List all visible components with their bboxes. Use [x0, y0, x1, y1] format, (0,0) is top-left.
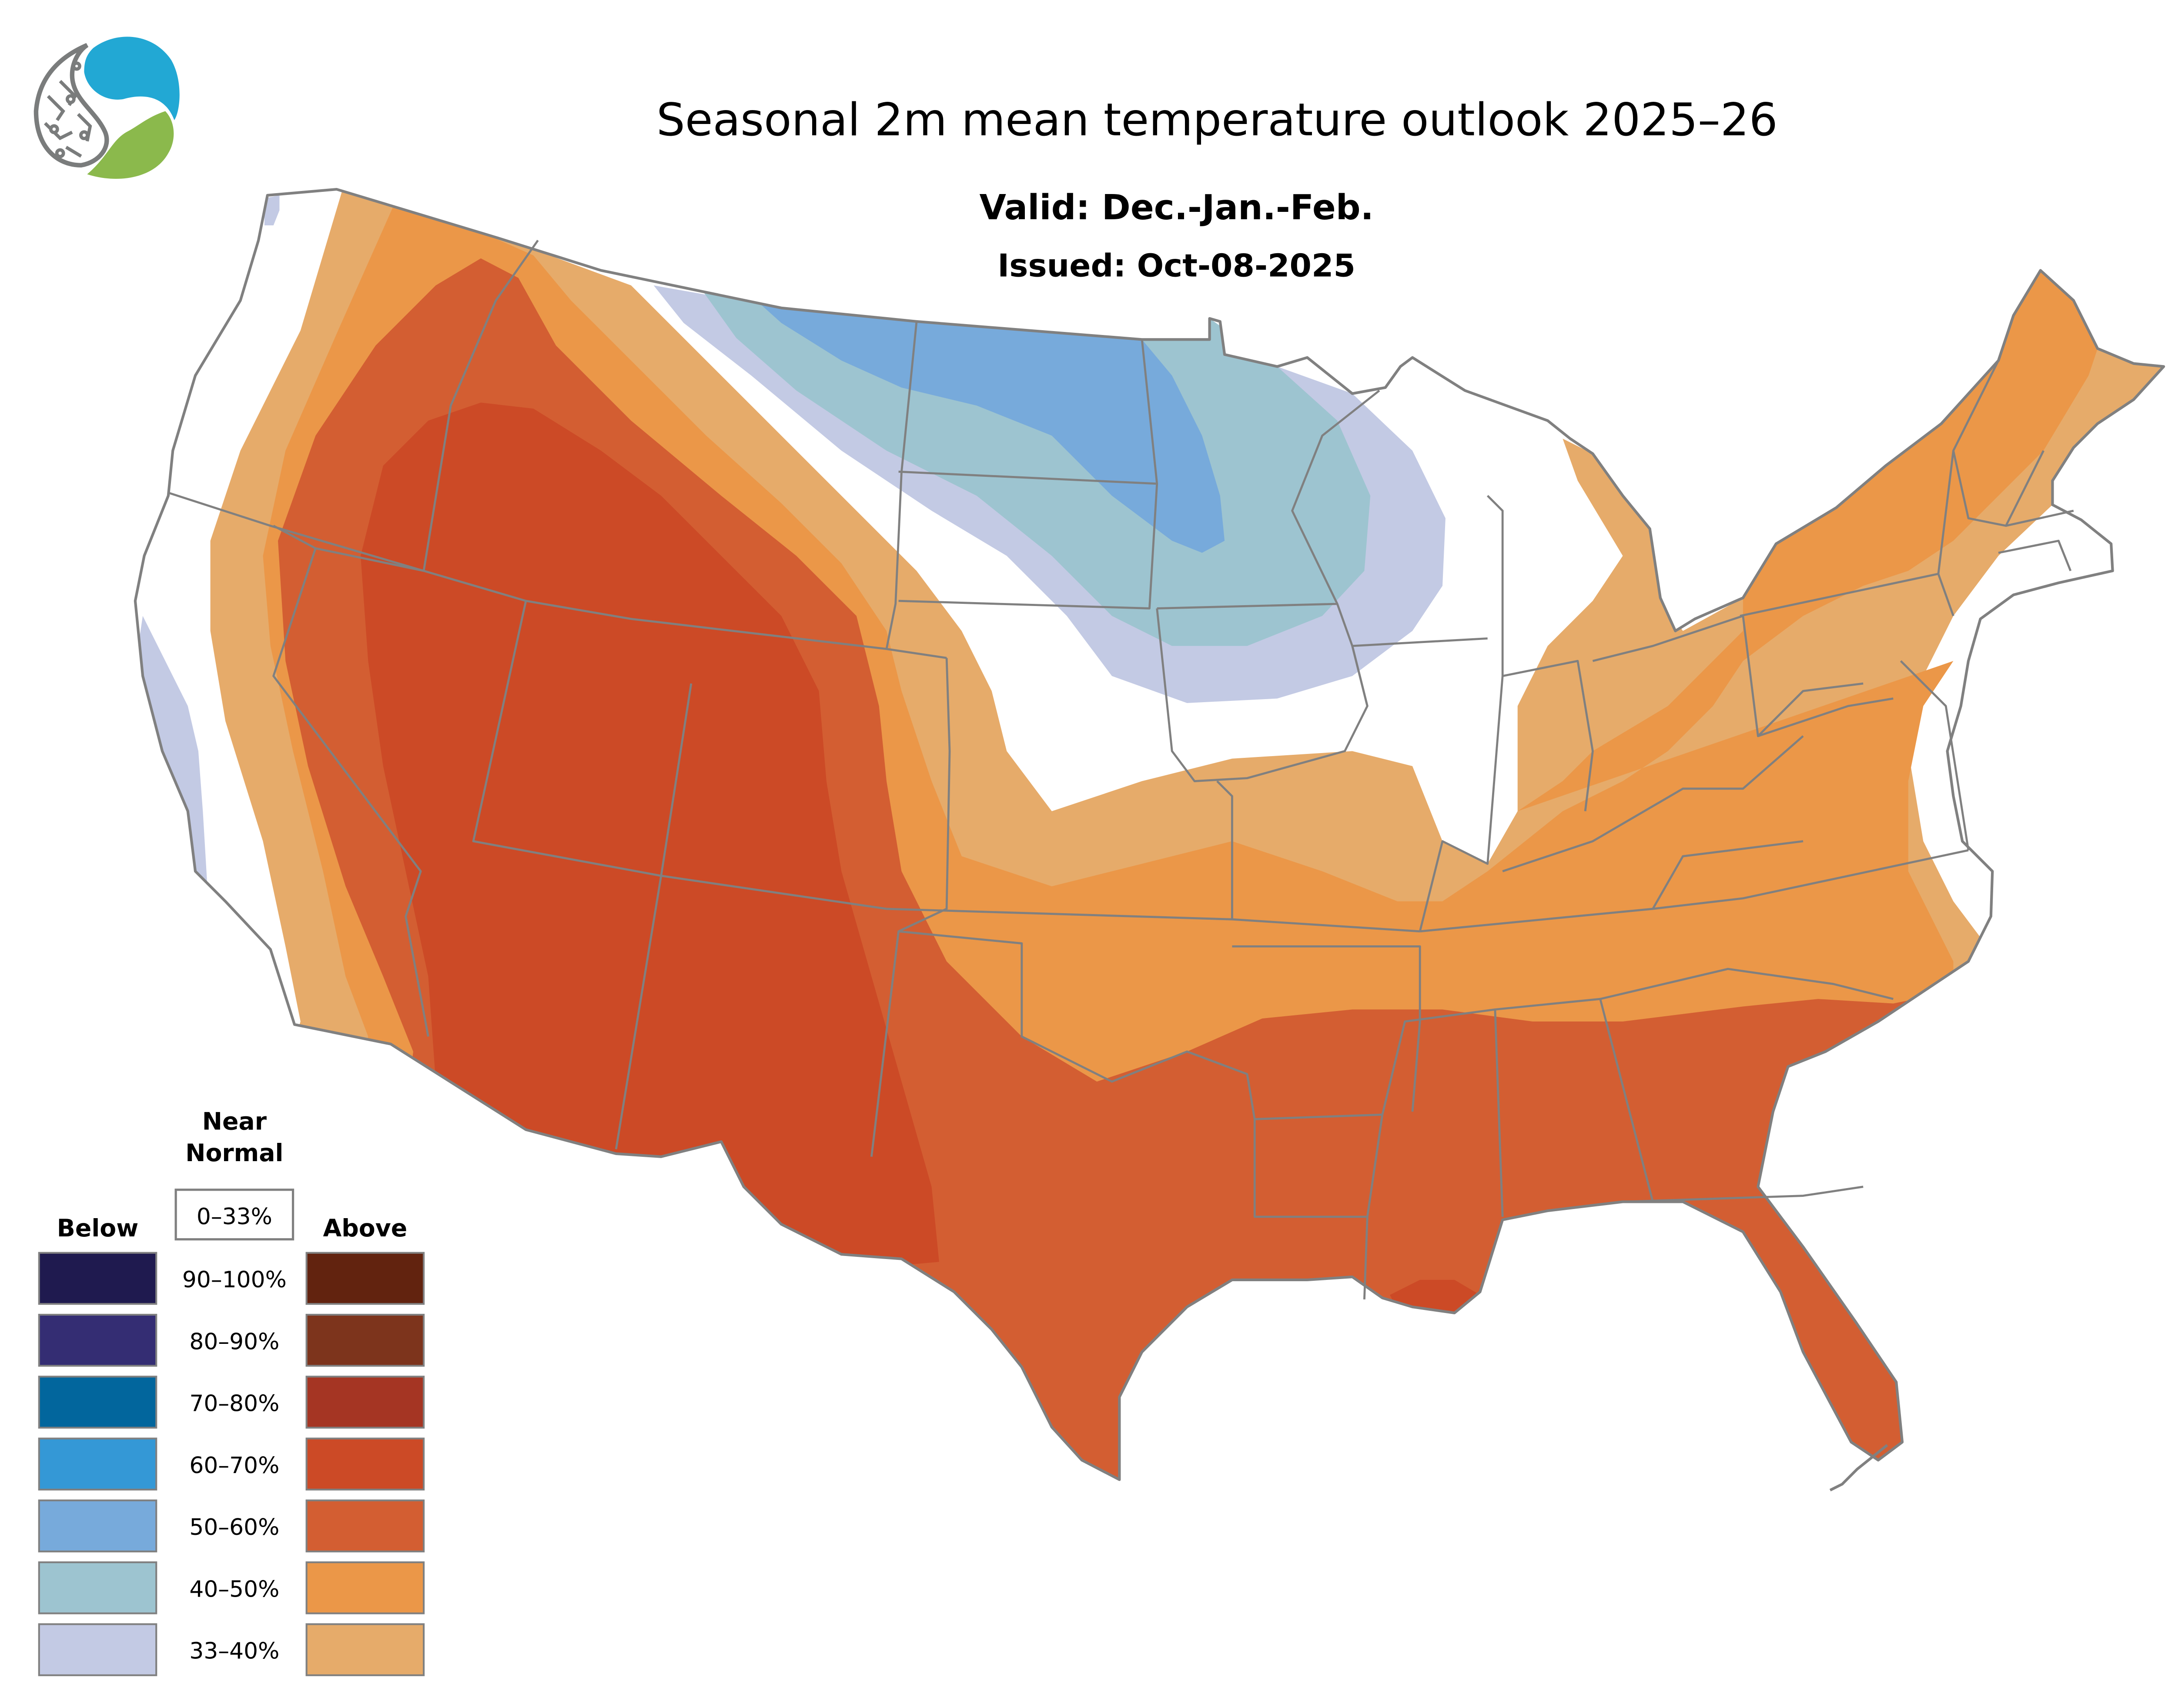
legend-bin-label: 33–40%	[189, 1638, 279, 1664]
legend-near-normal-heading-2: Normal	[185, 1139, 283, 1167]
legend-near-normal-swatch	[174, 1189, 294, 1241]
legend-above-swatch	[305, 1499, 425, 1553]
legend-below-swatch	[38, 1376, 157, 1429]
logo-leaf	[87, 111, 174, 179]
legend-above-swatch	[305, 1376, 425, 1429]
state-borders	[168, 240, 2074, 1299]
legend-bin-label: 40–50%	[189, 1576, 279, 1602]
logo-circuit-traces	[44, 61, 92, 158]
figure-title: Seasonal 2m mean temperature outlook 202…	[656, 94, 1778, 146]
legend-bin-label: 90–100%	[182, 1267, 287, 1293]
legend-below-heading: Below	[57, 1215, 139, 1242]
legend-near-normal-label: 0–33%	[197, 1204, 272, 1230]
legend-below-swatch	[38, 1437, 157, 1491]
legend-above-swatch	[305, 1313, 425, 1367]
logo-circuit-drop	[33, 43, 109, 168]
legend-below-swatch	[38, 1313, 157, 1367]
legend-below-swatch	[38, 1623, 157, 1676]
water-leaf-circuit-logo-icon	[33, 37, 180, 179]
legend-bin-label: 80–90%	[189, 1329, 279, 1355]
legend-above-heading: Above	[323, 1215, 407, 1242]
below-50-60-region	[751, 296, 1225, 553]
below-33-40-wa-coast	[264, 195, 280, 225]
legend: Near Normal 0–33% Below Above 90–100% 80–…	[38, 1108, 425, 1676]
legend-above-swatch	[305, 1437, 425, 1491]
issued-date: Issued: Oct-08-2025	[997, 248, 1355, 284]
florida-keys	[1829, 1444, 1888, 1492]
legend-bin-label: 60–70%	[189, 1453, 279, 1479]
valid-period: Valid: Dec.-Jan.-Feb.	[979, 187, 1373, 228]
legend-rows: 90–100% 80–90% 70–80% 60–70% 50–60% 40–50% 33–…	[38, 1252, 425, 1676]
legend-above-swatch	[305, 1561, 425, 1614]
above-60-70-region	[361, 402, 939, 1269]
legend-near-normal-heading-1: Near	[202, 1108, 267, 1136]
below-40-50-region	[699, 285, 1371, 646]
legend-below-swatch	[38, 1561, 157, 1614]
legend-above-swatch	[305, 1252, 425, 1305]
legend-above-swatch	[305, 1623, 425, 1676]
logo-water-drop	[84, 37, 180, 121]
legend-bin-label: 70–80%	[189, 1391, 279, 1417]
legend-below-swatch	[38, 1252, 157, 1305]
legend-below-swatch	[38, 1499, 157, 1553]
legend-bin-label: 50–60%	[189, 1514, 279, 1541]
